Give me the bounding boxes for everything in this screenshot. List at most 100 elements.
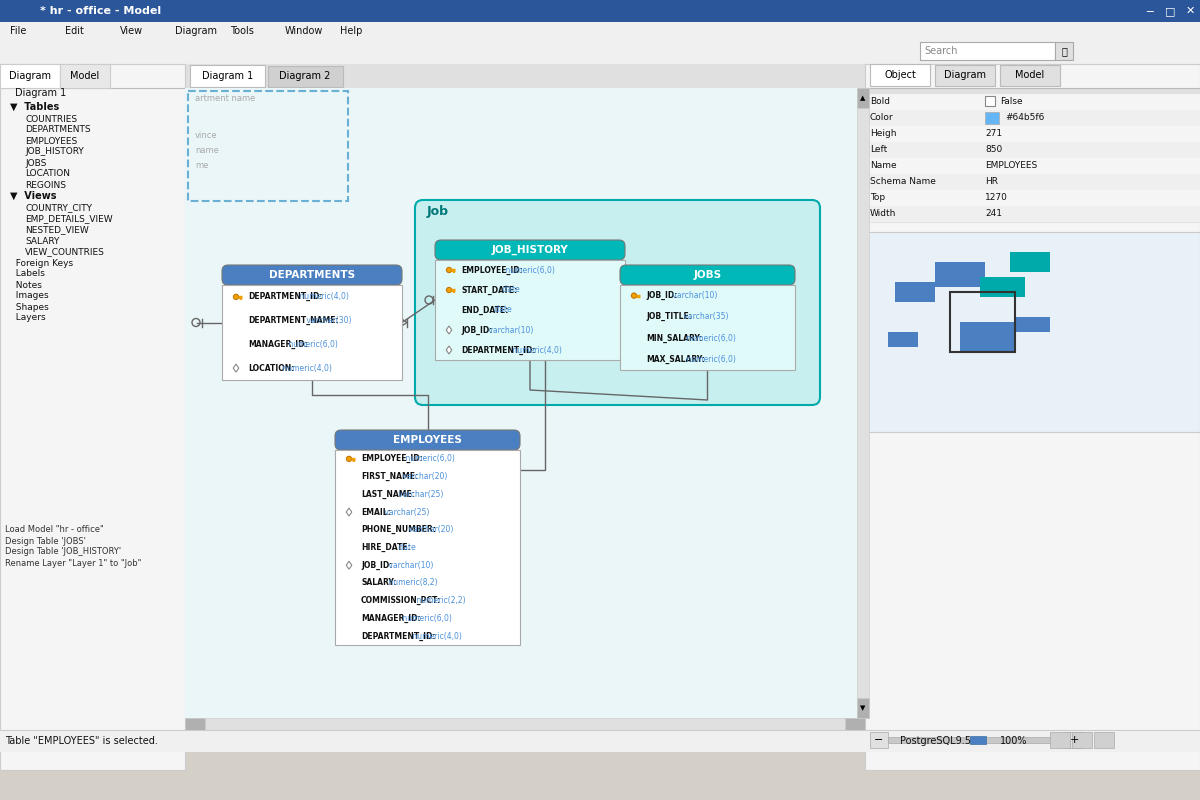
Bar [865, 142, 1200, 158]
Text: name: name [194, 146, 218, 155]
Text: ▼  Views: ▼ Views [10, 191, 56, 201]
Circle shape [446, 267, 451, 273]
Bar [185, 718, 205, 730]
Text: JOB_TITLE:: JOB_TITLE: [646, 312, 692, 322]
Text: vince: vince [194, 131, 217, 140]
Text: LOCATION:: LOCATION: [248, 364, 294, 373]
Text: PostgreSQL9.5: PostgreSQL9.5 [900, 736, 971, 746]
Text: numeric(4,0): numeric(4,0) [298, 292, 349, 302]
Text: numeric(4,0): numeric(4,0) [510, 346, 562, 354]
Bar [268, 66, 343, 87]
Bar [0, 40, 1200, 64]
FancyBboxPatch shape [436, 240, 625, 260]
Polygon shape [347, 562, 352, 570]
Text: FIRST_NAME:: FIRST_NAME: [361, 472, 418, 481]
Text: Images: Images [10, 291, 49, 301]
Text: 850: 850 [985, 146, 1002, 154]
Bar [1050, 732, 1070, 748]
Bar [620, 285, 796, 370]
Text: COMMISSION_PCT:: COMMISSION_PCT: [361, 596, 442, 606]
Bar [865, 126, 1200, 142]
Text: MANAGER_ID:: MANAGER_ID: [361, 614, 421, 623]
Bar [222, 285, 402, 380]
Bar [1010, 252, 1050, 272]
Text: Left: Left [870, 146, 887, 154]
Text: MIN_SALARY:: MIN_SALARY: [646, 334, 702, 342]
Bar [0, 730, 1200, 752]
Text: EMAIL:: EMAIL: [361, 507, 391, 517]
Bar [190, 65, 265, 87]
Bar [985, 96, 995, 106]
Text: JOB_HISTORY: JOB_HISTORY [25, 147, 84, 157]
FancyBboxPatch shape [222, 265, 402, 285]
Text: END_DATE:: END_DATE: [461, 306, 509, 314]
Bar [935, 65, 995, 86]
Text: File: File [10, 26, 26, 36]
Text: +: + [1069, 735, 1079, 745]
Bar [436, 260, 625, 360]
Text: numeric(4,0): numeric(4,0) [280, 364, 331, 373]
Bar [888, 737, 1066, 743]
Bar [888, 332, 918, 347]
Text: REGOINS: REGOINS [25, 181, 66, 190]
Bar [845, 718, 865, 730]
Bar [335, 450, 520, 645]
Text: □: □ [1165, 6, 1175, 16]
Text: JOB_HISTORY: JOB_HISTORY [492, 245, 569, 255]
FancyBboxPatch shape [335, 430, 520, 450]
Text: Name: Name [870, 162, 896, 170]
Text: varchar(10): varchar(10) [385, 561, 433, 570]
Bar [0, 22, 1200, 40]
Text: Color: Color [870, 114, 894, 122]
Bar [865, 174, 1200, 190]
Bar [1066, 732, 1084, 748]
Text: False: False [1000, 98, 1022, 106]
Circle shape [446, 287, 451, 293]
Bar [865, 232, 1200, 432]
Bar [857, 88, 869, 108]
Text: Design Table 'JOB_HISTORY': Design Table 'JOB_HISTORY' [5, 547, 121, 557]
Text: numeric(6,0): numeric(6,0) [503, 266, 554, 274]
Text: EMPLOYEE_ID:: EMPLOYEE_ID: [461, 266, 523, 274]
Text: LAST_NAME:: LAST_NAME: [361, 490, 415, 499]
Text: DEPARTMENTS: DEPARTMENTS [25, 126, 91, 134]
Text: numeric(2,2): numeric(2,2) [414, 596, 466, 605]
Bar [0, 0, 1200, 22]
Text: Edit: Edit [65, 26, 84, 36]
Text: numeric(6,0): numeric(6,0) [403, 454, 455, 463]
Text: numeric(6,0): numeric(6,0) [287, 340, 338, 349]
Text: Help: Help [340, 26, 362, 36]
Text: Object: Object [884, 70, 916, 80]
Bar [1055, 42, 1073, 60]
Text: Model: Model [1015, 70, 1045, 80]
Text: EMPLOYEE_ID:: EMPLOYEE_ID: [361, 454, 422, 463]
Bar [185, 718, 865, 730]
Text: 100%: 100% [1000, 736, 1027, 746]
Text: JOB_ID:: JOB_ID: [361, 561, 392, 570]
Polygon shape [446, 346, 452, 354]
Text: JOB_ID:: JOB_ID: [461, 326, 492, 334]
Text: varchar(20): varchar(20) [407, 526, 454, 534]
Text: View: View [120, 26, 143, 36]
Text: SALARY:: SALARY: [361, 578, 396, 587]
Bar [865, 158, 1200, 174]
Bar [865, 190, 1200, 206]
Text: 271: 271 [985, 130, 1002, 138]
Text: numeric(6,0): numeric(6,0) [400, 614, 451, 623]
Text: HR: HR [985, 178, 998, 186]
Text: ▼: ▼ [860, 705, 865, 711]
Text: JOB_ID:: JOB_ID: [646, 291, 677, 300]
Polygon shape [233, 364, 239, 372]
Text: date: date [492, 306, 512, 314]
Text: EMP_DETAILS_VIEW: EMP_DETAILS_VIEW [25, 214, 113, 223]
Bar [870, 732, 888, 748]
Text: Window: Window [286, 26, 323, 36]
Text: date: date [499, 286, 520, 294]
Bar [0, 64, 60, 88]
Text: MAX_SALARY:: MAX_SALARY: [646, 355, 704, 364]
Text: numeric(6,0): numeric(6,0) [684, 355, 737, 364]
Bar [985, 112, 998, 124]
Bar [1015, 317, 1050, 332]
Text: COUNTRY_CITY: COUNTRY_CITY [25, 203, 92, 213]
Text: Labels: Labels [10, 270, 44, 278]
